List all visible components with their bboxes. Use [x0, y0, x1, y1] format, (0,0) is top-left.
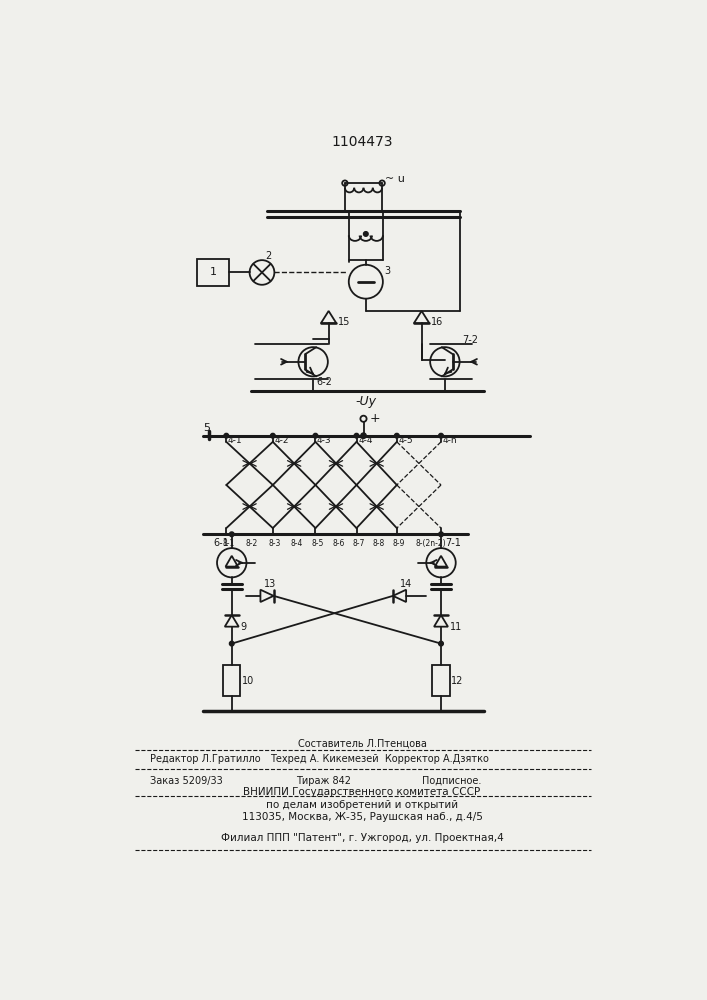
Bar: [223, 665, 240, 696]
Circle shape: [361, 433, 366, 438]
Text: 4-5: 4-5: [398, 436, 413, 445]
Circle shape: [224, 433, 228, 438]
Bar: [433, 665, 450, 696]
Text: 5: 5: [203, 423, 210, 433]
Text: 8-5: 8-5: [312, 539, 324, 548]
Circle shape: [313, 433, 317, 438]
Text: 13: 13: [264, 579, 276, 589]
Text: 6-2: 6-2: [316, 377, 332, 387]
Text: 8-8: 8-8: [373, 539, 385, 548]
Text: -Uy: -Uy: [356, 395, 376, 408]
Text: 8-1: 8-1: [223, 539, 235, 548]
Text: 2: 2: [265, 251, 271, 261]
Text: 3: 3: [385, 266, 390, 276]
Circle shape: [395, 433, 399, 438]
Circle shape: [438, 641, 443, 646]
Text: 8-7: 8-7: [353, 539, 365, 548]
Circle shape: [230, 532, 234, 537]
Text: 1104473: 1104473: [331, 135, 392, 149]
Text: 8-6: 8-6: [332, 539, 344, 548]
Text: 12: 12: [451, 676, 464, 686]
Text: 7-2: 7-2: [462, 335, 478, 345]
Circle shape: [230, 641, 234, 646]
Text: 8-9: 8-9: [393, 539, 405, 548]
Text: ВНИИПИ Государственного комитета СССР: ВНИИПИ Государственного комитета СССР: [243, 787, 481, 797]
Text: 8-4: 8-4: [291, 539, 303, 548]
Text: Подписное.: Подписное.: [421, 776, 481, 786]
Text: ~ u: ~ u: [385, 174, 405, 184]
Text: 4-4: 4-4: [358, 436, 373, 445]
Text: 1: 1: [210, 267, 216, 277]
Text: 8-2: 8-2: [246, 539, 258, 548]
Circle shape: [271, 433, 275, 438]
Text: 8-(2n-2): 8-(2n-2): [415, 539, 445, 548]
Circle shape: [363, 232, 368, 236]
Text: 4-2: 4-2: [274, 436, 289, 445]
Text: 16: 16: [431, 317, 443, 327]
Text: 15: 15: [338, 317, 350, 327]
Circle shape: [354, 433, 359, 438]
Text: 9: 9: [240, 622, 247, 632]
Text: Филиал ППП "Патент", г. Ужгород, ул. Проектная,4: Филиал ППП "Патент", г. Ужгород, ул. Про…: [221, 833, 503, 843]
Bar: [197, 259, 230, 286]
Text: 10: 10: [242, 676, 254, 686]
Text: Составитель Л.Птенцова: Составитель Л.Птенцова: [298, 739, 426, 749]
Text: Техред А. Кикемезей  Корректор А.Дзятко: Техред А. Кикемезей Корректор А.Дзятко: [271, 754, 489, 764]
Text: 113035, Москва, Ж-35, Раушская наб., д.4/5: 113035, Москва, Ж-35, Раушская наб., д.4…: [242, 812, 482, 822]
Circle shape: [438, 433, 443, 438]
Text: Тираж 842: Тираж 842: [296, 776, 351, 786]
Text: 4-n: 4-n: [443, 436, 457, 445]
Text: 6-1: 6-1: [213, 538, 229, 548]
Text: 8-3: 8-3: [269, 539, 281, 548]
Text: 7-1: 7-1: [445, 538, 461, 548]
Text: Редактор Л.Гратилло: Редактор Л.Гратилло: [151, 754, 261, 764]
Text: 14: 14: [400, 579, 412, 589]
Text: по делам изобретений и открытий: по делам изобретений и открытий: [266, 800, 458, 810]
Text: 11: 11: [450, 622, 462, 632]
Circle shape: [438, 532, 443, 537]
Text: 4-1: 4-1: [228, 436, 243, 445]
Text: +: +: [370, 412, 380, 425]
Text: Заказ 5209/33: Заказ 5209/33: [151, 776, 223, 786]
Text: 4-3: 4-3: [317, 436, 332, 445]
